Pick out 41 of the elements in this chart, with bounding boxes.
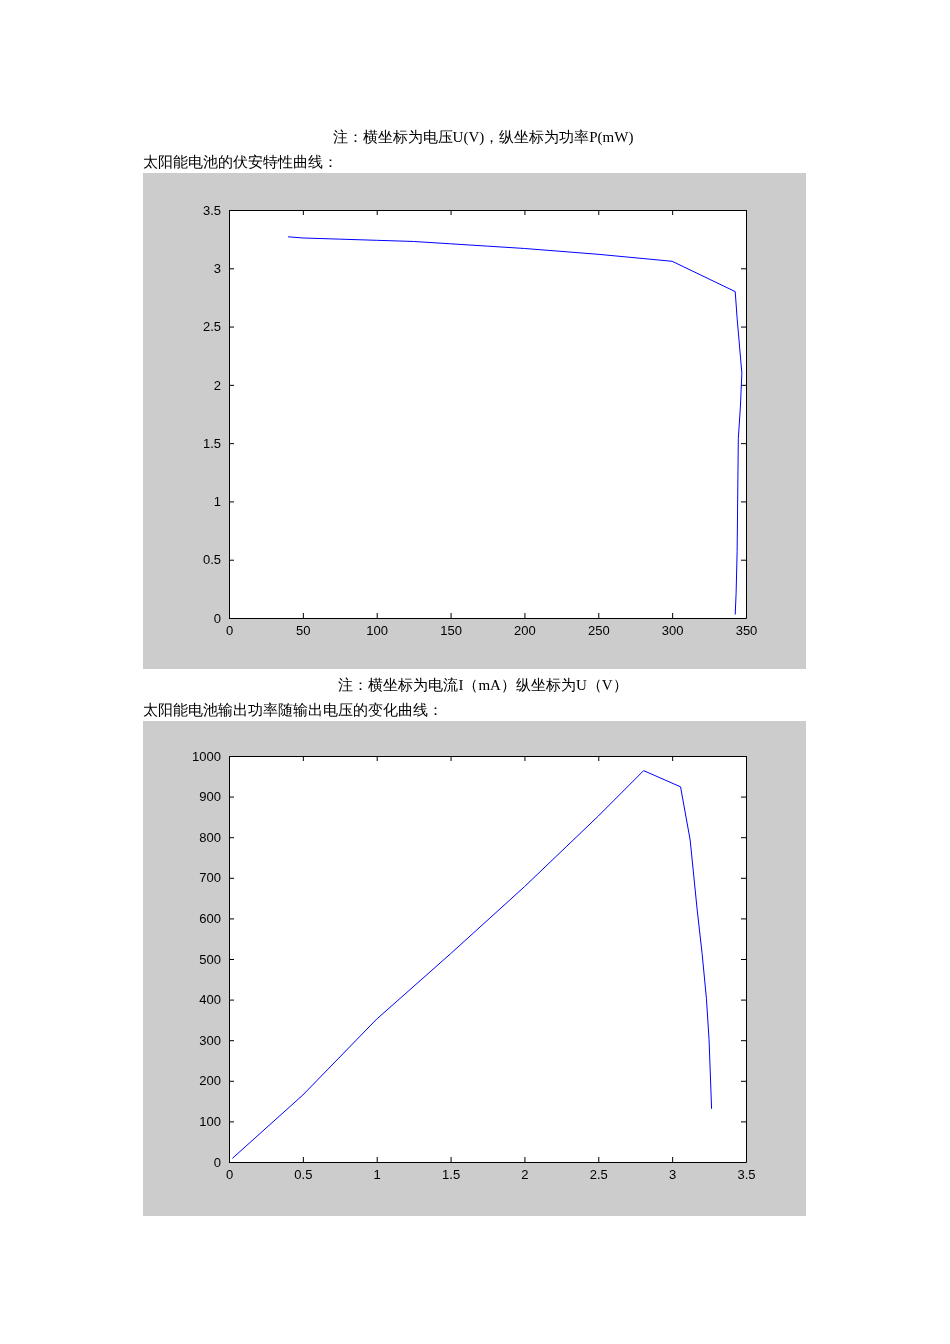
text: 注：横坐标为电流I（mA）纵坐标为U（V） — [338, 677, 628, 693]
chart-title: 太阳能电池的伏安特性曲线： — [143, 154, 338, 170]
y-tick-label: 500 — [199, 951, 221, 967]
y-tick-label: 2 — [213, 377, 221, 393]
x-tick-label: 0 — [225, 623, 234, 639]
y-tick-label: 1000 — [192, 748, 221, 764]
y-tick-label: 600 — [199, 911, 221, 927]
y-tick-label: 900 — [199, 789, 221, 805]
x-tick-label: 1 — [373, 1167, 381, 1183]
y-tick-label: 200 — [199, 1073, 221, 1089]
y-tick-label: 700 — [199, 870, 221, 886]
y-tick-label: 100 — [199, 1114, 221, 1130]
y-tick-label: 1 — [213, 494, 221, 510]
x-tick-label: 0.5 — [294, 1167, 313, 1183]
x-tick-label: 2 — [521, 1167, 529, 1183]
x-tick-label: 3.5 — [737, 1167, 756, 1183]
y-tick-label: 3.5 — [202, 202, 221, 218]
line-series — [287, 236, 743, 615]
y-tick-label: 300 — [199, 1032, 221, 1048]
x-tick-label: 250 — [587, 623, 610, 639]
x-tick-label: 50 — [296, 623, 311, 639]
x-tick-label: 2.5 — [589, 1167, 608, 1183]
x-tick-label: 350 — [735, 623, 758, 639]
y-tick-label: 800 — [199, 829, 221, 845]
x-tick-label: 100 — [366, 623, 389, 639]
y-tick-label: 3 — [213, 260, 221, 276]
x-tick-label: 150 — [440, 623, 462, 639]
x-tick-label: 1.5 — [442, 1167, 461, 1183]
y-tick-label: 0 — [213, 1154, 221, 1170]
y-tick-label: 0.5 — [202, 552, 221, 568]
x-tick-label: 3 — [669, 1167, 677, 1183]
y-tick-label: 1.5 — [202, 435, 221, 451]
x-tick-label: 300 — [661, 623, 684, 639]
y-tick-label: 400 — [199, 992, 221, 1008]
x-tick-label: 200 — [514, 623, 536, 639]
chart-title: 太阳能电池输出功率随输出电压的变化曲线： — [143, 702, 443, 718]
x-tick-label: 0 — [225, 1167, 234, 1183]
line-series — [231, 770, 713, 1159]
y-tick-label: 0 — [213, 610, 221, 626]
text: 注：横坐标为电压U(V)，纵坐标为功率P(mW) — [332, 129, 634, 146]
y-tick-label: 2.5 — [202, 319, 221, 335]
